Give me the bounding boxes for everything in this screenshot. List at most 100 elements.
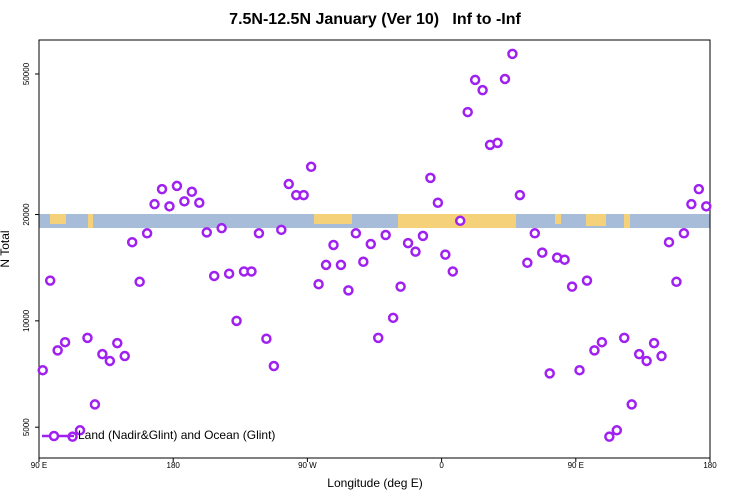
series: [37, 48, 712, 442]
ocean-strip: [39, 214, 710, 228]
data-point: [380, 229, 391, 241]
data-point: [574, 364, 585, 376]
data-point: [313, 278, 324, 290]
data-point: [589, 345, 600, 356]
land-patch: [624, 214, 630, 228]
y-tick-label: 5000: [22, 418, 31, 436]
data-point: [231, 315, 242, 327]
data-point: [365, 238, 377, 250]
y-tick-label: 10000: [22, 309, 31, 332]
data-point: [119, 350, 130, 362]
data-point: [686, 198, 697, 210]
data-point: [52, 345, 63, 356]
data-point: [74, 425, 86, 436]
x-tick-label: 90 E: [568, 461, 584, 470]
data-point: [611, 425, 623, 436]
data-point: [671, 276, 682, 288]
data-point: [499, 73, 511, 85]
x-tick-label: 90 E: [31, 461, 47, 470]
data-point: [44, 275, 56, 286]
data-point: [701, 201, 712, 212]
data-point: [656, 350, 667, 362]
data-point: [619, 332, 630, 344]
x-tick-label: 90 W: [298, 461, 317, 470]
data-point: [596, 336, 608, 348]
land-patch: [314, 214, 352, 224]
data-point: [417, 230, 429, 242]
data-point: [514, 189, 526, 201]
data-point: [246, 266, 257, 277]
y-tick-label: 50000: [22, 62, 31, 85]
data-point: [261, 333, 272, 344]
data-point: [134, 276, 145, 288]
data-point: [492, 137, 503, 149]
data-point: [194, 197, 205, 208]
data-point: [581, 275, 593, 286]
data-point: [402, 237, 414, 249]
data-point: [395, 281, 406, 292]
data-point: [447, 266, 459, 277]
data-point: [678, 228, 690, 239]
x-tick-label: 180: [167, 461, 181, 470]
data-point: [208, 270, 220, 282]
data-point: [156, 183, 168, 195]
data-point: [268, 360, 280, 372]
data-point: [171, 180, 183, 192]
data-point: [350, 228, 362, 239]
data-point: [82, 332, 93, 344]
data-point: [97, 348, 108, 360]
data-point: [522, 257, 533, 269]
data-point: [149, 198, 160, 210]
data-point: [454, 215, 466, 227]
data-point: [328, 239, 339, 251]
data-point: [216, 222, 227, 234]
data-point: [201, 227, 212, 238]
x-axis-label: Longitude (deg E): [327, 476, 422, 490]
data-point: [164, 201, 175, 212]
data-point: [298, 189, 309, 201]
map-strip: [39, 214, 710, 228]
data-point: [179, 196, 190, 207]
data-point: [372, 332, 384, 344]
data-point: [320, 259, 332, 271]
data-point: [283, 178, 295, 190]
data-point: [462, 106, 473, 118]
x-tick-label: 0: [439, 461, 444, 470]
data-point: [335, 259, 347, 271]
data-point: [305, 161, 317, 173]
land-patch: [586, 214, 606, 226]
plot-frame: [38, 39, 711, 459]
data-point: [559, 254, 570, 265]
data-point: [537, 247, 548, 258]
data-point: [253, 228, 265, 239]
data-point: [104, 355, 116, 367]
data-point: [469, 74, 481, 86]
data-point: [566, 281, 578, 292]
x-tick-label: 180: [703, 461, 717, 470]
data-point: [633, 348, 645, 360]
chart-title: 7.5N-12.5N January (Ver 10) Inf to -Inf: [229, 11, 521, 28]
data-point: [37, 364, 48, 376]
data-point: [223, 268, 235, 279]
data-point: [425, 172, 436, 184]
y-axis-label: N Total: [0, 230, 12, 267]
data-point: [141, 228, 153, 239]
data-point: [641, 355, 652, 367]
data-point: [112, 337, 123, 349]
data-point: [186, 186, 198, 198]
legend: Land (Nadir&Glint) and Ocean (Glint): [42, 428, 275, 442]
data-point: [410, 246, 421, 257]
data-point: [276, 224, 287, 236]
land-patch: [88, 214, 93, 228]
land-patch: [555, 214, 561, 224]
legend-marker: [48, 430, 60, 442]
data-point: [663, 236, 675, 248]
data-point: [477, 84, 488, 96]
data-point: [626, 399, 637, 410]
data-point: [59, 336, 71, 348]
data-point: [343, 285, 354, 296]
data-point: [507, 48, 518, 60]
data-point: [358, 256, 369, 268]
y-tick-label: 20000: [22, 203, 31, 226]
